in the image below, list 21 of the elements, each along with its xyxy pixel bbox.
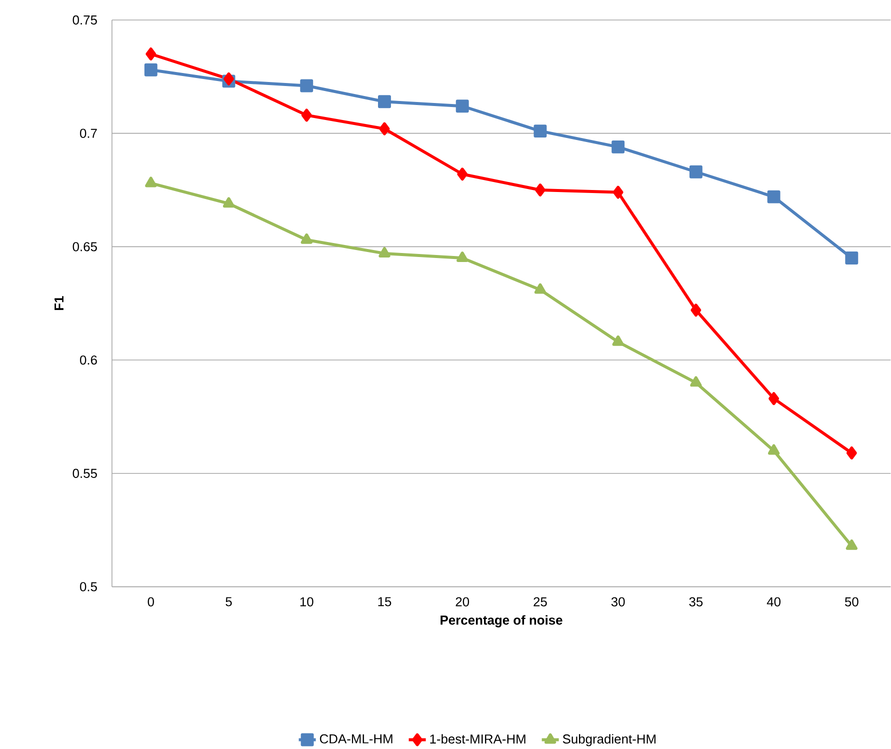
y-tick-label: 0.6: [80, 355, 97, 364]
x-tick-label: 50: [844, 597, 858, 606]
x-tick-label: 5: [226, 597, 232, 606]
x-tick-label: 30: [611, 597, 625, 606]
y-tick-label: 0.65: [72, 242, 97, 252]
legend-label: Subgradient-HM: [562, 734, 656, 746]
y-axis-title: F1: [54, 296, 64, 310]
x-tick-label: 40: [766, 597, 781, 606]
legend-label: 1-best-MIRA-HM: [430, 734, 526, 744]
y-tick-label: 0.75: [72, 15, 97, 24]
x-tick-label: 10: [300, 597, 314, 606]
legend-label: CDA-ML-HM: [320, 734, 392, 744]
x-tick-label: 0: [148, 597, 154, 606]
x-tick-label: 35: [689, 597, 703, 606]
x-tick-label: 15: [378, 597, 392, 606]
x-tick-label: 25: [534, 597, 547, 606]
y-tick-label: 0.55: [72, 468, 97, 478]
x-axis-title: Percentage of noise: [440, 615, 562, 628]
y-tick-label: 0.5: [80, 582, 97, 592]
y-tick-label: 0.7: [80, 128, 97, 138]
x-tick-label: 20: [456, 597, 470, 606]
